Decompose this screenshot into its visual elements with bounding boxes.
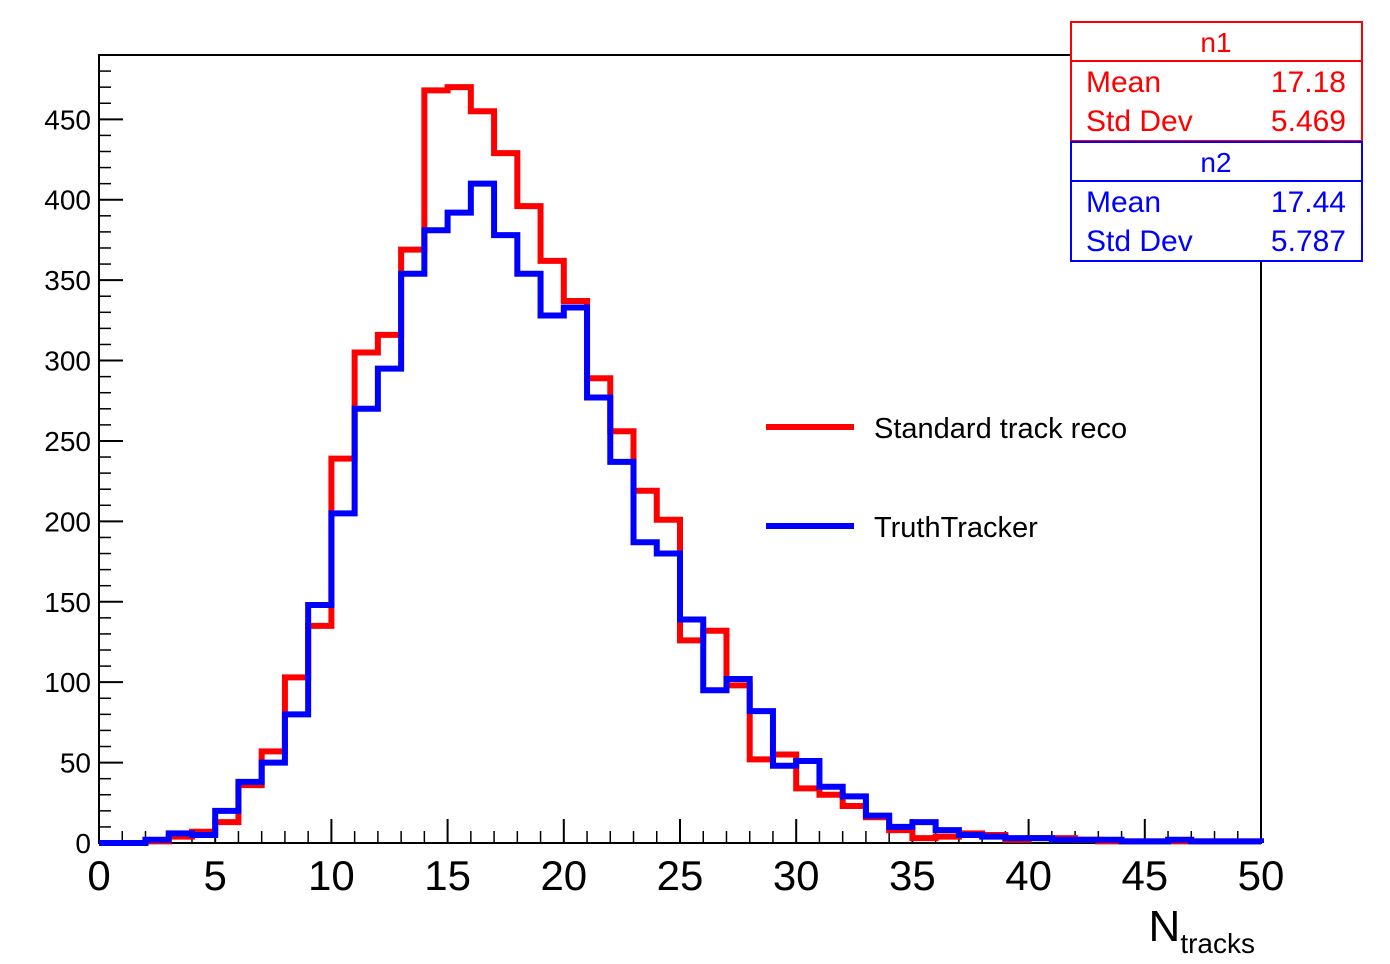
stats-mean-value-n2: 17.44 <box>1271 186 1346 219</box>
y-tick-label: 450 <box>44 104 91 135</box>
y-tick-label: 400 <box>44 185 91 216</box>
stats-stddev-label-n1: Std Dev <box>1086 105 1193 138</box>
x-tick-label: 0 <box>87 852 110 899</box>
x-tick-label: 20 <box>540 852 587 899</box>
stats-mean-value-n1: 17.18 <box>1271 66 1346 99</box>
y-tick-label: 250 <box>44 426 91 457</box>
x-tick-label: 40 <box>1005 852 1052 899</box>
y-tick-label: 150 <box>44 587 91 618</box>
x-tick-label: 45 <box>1121 852 1168 899</box>
histogram-series <box>99 84 1264 846</box>
y-tick-label: 200 <box>44 506 91 537</box>
x-tick-label: 25 <box>657 852 704 899</box>
stats-stddev-value-n1: 5.469 <box>1271 105 1346 138</box>
stats-stddev-label-n2: Std Dev <box>1086 225 1193 258</box>
stats-mean-label-n1: Mean <box>1086 66 1161 99</box>
x-axis-label: Ntracks <box>1149 902 1255 959</box>
histogram-series-truthtracker <box>99 180 1264 846</box>
stats-title-n2: n2 <box>1200 147 1231 178</box>
x-tick-label: 10 <box>308 852 355 899</box>
y-tick-label: 100 <box>44 667 91 698</box>
stats-mean-label-n2: Mean <box>1086 186 1161 219</box>
y-tick-label: 350 <box>44 265 91 296</box>
y-tick-label: 50 <box>60 748 91 779</box>
y-tick-label: 300 <box>44 346 91 377</box>
stats-title-n1: n1 <box>1200 27 1231 58</box>
x-tick-label: 30 <box>773 852 820 899</box>
x-tick-label: 50 <box>1238 852 1285 899</box>
stats-stddev-value-n2: 5.787 <box>1271 225 1346 258</box>
stats-box-n2: n2 Mean 17.44 Std Dev 5.787 <box>1070 141 1363 262</box>
axis-ticks: 0 50 100 150 200 250 300 350 400 450 0 5 10 15 20 25 30 3… <box>44 54 1285 899</box>
y-tick-label: 0 <box>75 828 91 859</box>
stats-box-n1: n1 Mean 17.18 Std Dev 5.469 <box>1070 21 1363 142</box>
x-tick-label: 5 <box>204 852 227 899</box>
legend-label-truth: TruthTracker <box>874 512 1038 544</box>
x-tick-label: 35 <box>889 852 936 899</box>
x-tick-label: 15 <box>424 852 471 899</box>
legend-label-standard: Standard track reco <box>874 413 1127 445</box>
legend: Standard track reco TruthTracker <box>766 413 1127 544</box>
